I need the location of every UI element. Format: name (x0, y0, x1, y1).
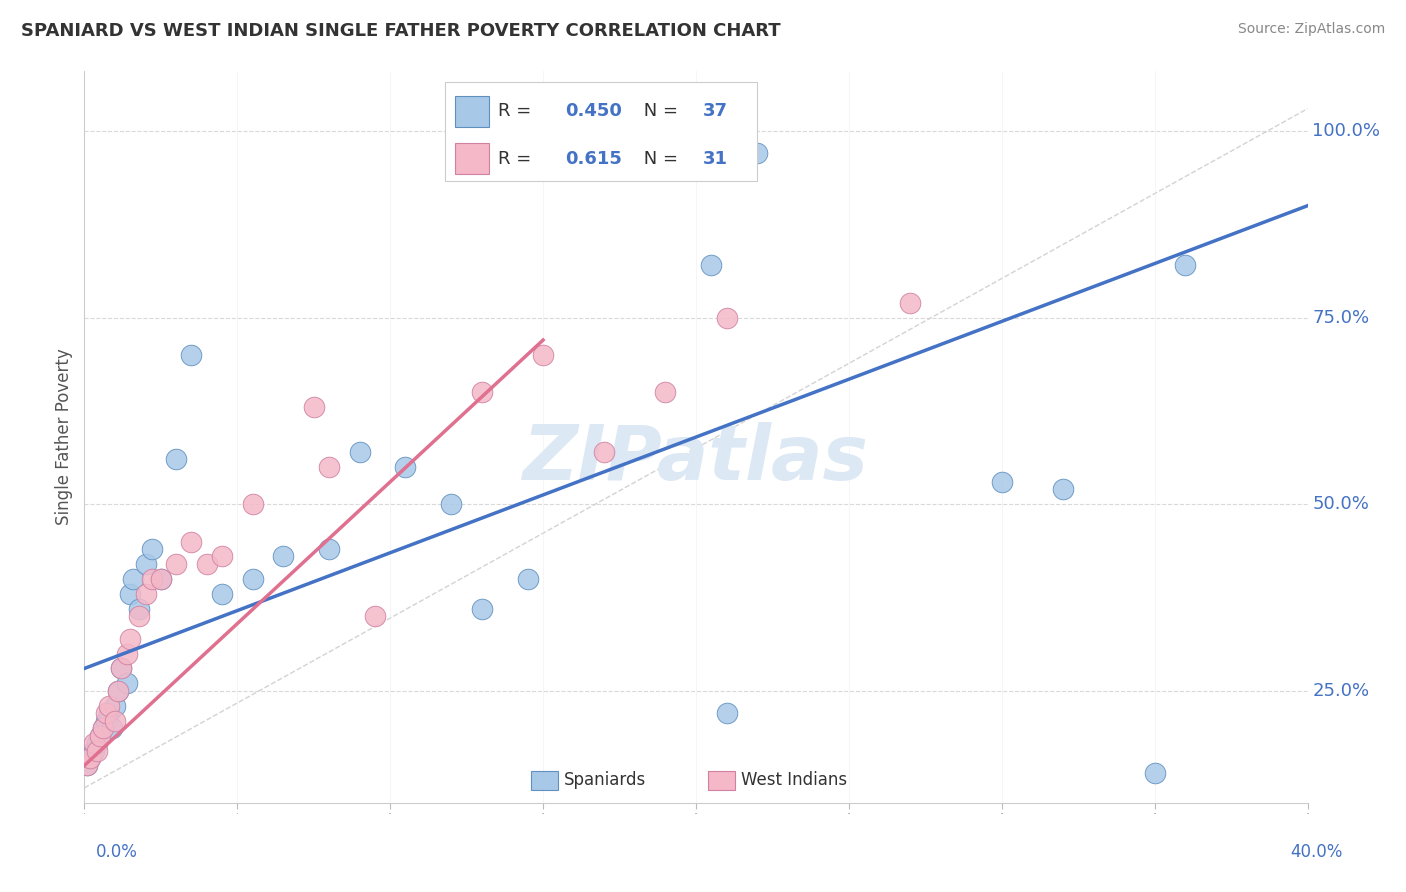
Point (86, 736, 108, 750)
Point (83, 743, 105, 757)
Y-axis label: Single Father Poverty: Single Father Poverty (55, 349, 73, 525)
Point (242, 497, 264, 511)
Point (86, 743, 108, 757)
Bar (456, 96, 489, 127)
FancyBboxPatch shape (446, 82, 758, 181)
Point (89, 729, 111, 743)
Text: Source: ZipAtlas.com: Source: ZipAtlas.com (1237, 22, 1385, 37)
Point (135, 557, 157, 571)
Point (1143, 766, 1166, 780)
Point (135, 587, 157, 601)
Point (91, 721, 114, 735)
Point (94, 714, 117, 728)
Point (101, 721, 124, 735)
Point (180, 534, 202, 549)
Text: 40.0%: 40.0% (1291, 843, 1343, 861)
Bar (531, 772, 558, 789)
Point (1174, 259, 1197, 273)
Point (94, 706, 117, 721)
Text: SPANIARD VS WEST INDIAN SINGLE FATHER POVERTY CORRELATION CHART: SPANIARD VS WEST INDIAN SINGLE FATHER PO… (21, 22, 780, 40)
Point (79, 751, 101, 765)
Point (700, 259, 723, 273)
Point (349, 445, 371, 459)
Point (107, 683, 129, 698)
Point (165, 557, 187, 571)
Point (593, 445, 616, 459)
Point (302, 401, 325, 415)
Point (107, 683, 129, 698)
Point (97, 698, 120, 713)
Point (898, 295, 921, 310)
Point (120, 632, 142, 646)
Text: N =: N = (638, 150, 685, 168)
Point (128, 609, 150, 624)
Point (110, 661, 132, 675)
Point (104, 698, 127, 713)
Point (97, 706, 120, 721)
Point (79, 751, 101, 765)
Point (120, 587, 142, 601)
Point (318, 542, 340, 557)
Bar (456, 144, 489, 174)
Point (211, 549, 233, 564)
Point (211, 587, 233, 601)
Text: R =: R = (498, 103, 537, 120)
Text: 0.450: 0.450 (565, 103, 621, 120)
Point (141, 572, 163, 586)
Point (149, 572, 172, 586)
Point (394, 459, 416, 474)
Text: 31: 31 (703, 150, 728, 168)
Point (110, 661, 132, 675)
Point (471, 601, 494, 615)
Point (531, 348, 554, 362)
Point (141, 542, 163, 557)
Point (128, 601, 150, 615)
Point (716, 706, 738, 721)
Point (364, 609, 387, 624)
Point (516, 572, 538, 586)
Point (716, 310, 738, 325)
Point (747, 146, 769, 161)
Text: N =: N = (638, 103, 685, 120)
Point (83, 736, 105, 750)
Text: 0.0%: 0.0% (96, 843, 138, 861)
Point (91, 721, 114, 735)
Point (242, 572, 264, 586)
Point (195, 557, 218, 571)
Text: West Indians: West Indians (741, 772, 848, 789)
Point (89, 729, 111, 743)
Point (1052, 483, 1074, 497)
Bar (709, 772, 735, 789)
Point (440, 497, 463, 511)
Point (471, 385, 494, 400)
Text: 37: 37 (703, 103, 728, 120)
Point (991, 475, 1014, 489)
Point (149, 572, 172, 586)
Point (115, 647, 138, 661)
Point (654, 385, 676, 400)
Point (115, 676, 138, 690)
Point (165, 452, 187, 467)
Point (104, 714, 127, 728)
Point (271, 549, 294, 564)
Point (318, 459, 340, 474)
Point (76, 758, 98, 772)
Point (122, 572, 145, 586)
Text: 0.615: 0.615 (565, 150, 621, 168)
Point (180, 348, 202, 362)
Text: Spaniards: Spaniards (564, 772, 647, 789)
Point (76, 758, 98, 772)
Text: ZIPatlas: ZIPatlas (523, 422, 869, 496)
Text: R =: R = (498, 150, 537, 168)
